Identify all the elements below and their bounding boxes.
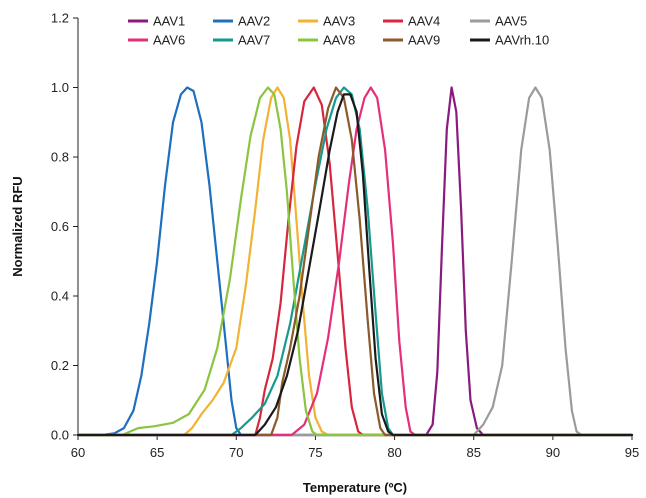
x-tick-label: 60 bbox=[71, 445, 85, 460]
x-tick-label: 85 bbox=[466, 445, 480, 460]
x-tick-label: 80 bbox=[387, 445, 401, 460]
series-line-aav4 bbox=[76, 86, 634, 437]
legend: AAV1 AAV2 AAV3 AAV4 AAV5 AAV6 AAV7 AAV8 AAV9 AAVr… bbox=[128, 14, 549, 48]
legend-label-aav4: AAV4 bbox=[408, 14, 440, 29]
series-line-aav6 bbox=[76, 86, 634, 437]
x-tick-label: 65 bbox=[150, 445, 164, 460]
legend-label-aav8: AAV8 bbox=[323, 33, 355, 48]
x-tick-label: 90 bbox=[546, 445, 560, 460]
series-line-aavrh-10 bbox=[76, 93, 634, 437]
series-line-aav1 bbox=[76, 86, 634, 437]
legend-label-aav5: AAV5 bbox=[495, 14, 527, 29]
series-line-aav2 bbox=[76, 86, 634, 437]
y-tick-label: 1.2 bbox=[51, 11, 69, 26]
y-tick-label: 0.8 bbox=[51, 150, 69, 165]
legend-label-aav7: AAV7 bbox=[238, 33, 270, 48]
x-axis-title: Temperature (ºC) bbox=[303, 480, 407, 495]
y-tick-label: 0.4 bbox=[51, 289, 69, 304]
y-tick-label: 0.0 bbox=[51, 428, 69, 443]
series-layer bbox=[76, 86, 634, 437]
legend-label-aav9: AAV9 bbox=[408, 33, 440, 48]
legend-label-aav1: AAV1 bbox=[153, 14, 185, 29]
x-tick-label: 75 bbox=[308, 445, 322, 460]
y-tick-label: 0.6 bbox=[51, 219, 69, 234]
plot-area: 60 65 70 75 80 85 90 95 0.0 0.2 0.4 0.6 0.8 1.0 1.2 bbox=[51, 11, 639, 461]
legend-label-aav2: AAV2 bbox=[238, 14, 270, 29]
legend-label-aav6: AAV6 bbox=[153, 33, 185, 48]
x-tick-label: 95 bbox=[625, 445, 639, 460]
legend-label-aav3: AAV3 bbox=[323, 14, 355, 29]
y-tick-label: 1.0 bbox=[51, 80, 69, 95]
series-line-aav7 bbox=[76, 86, 634, 437]
legend-label-aavrh-10: AAVrh.10 bbox=[495, 33, 549, 48]
y-axis-title: Normalized RFU bbox=[10, 176, 25, 276]
series-line-aav5 bbox=[76, 86, 634, 437]
series-line-aav8 bbox=[76, 86, 634, 437]
x-tick-label: 70 bbox=[229, 445, 243, 460]
y-tick-label: 0.2 bbox=[51, 358, 69, 373]
